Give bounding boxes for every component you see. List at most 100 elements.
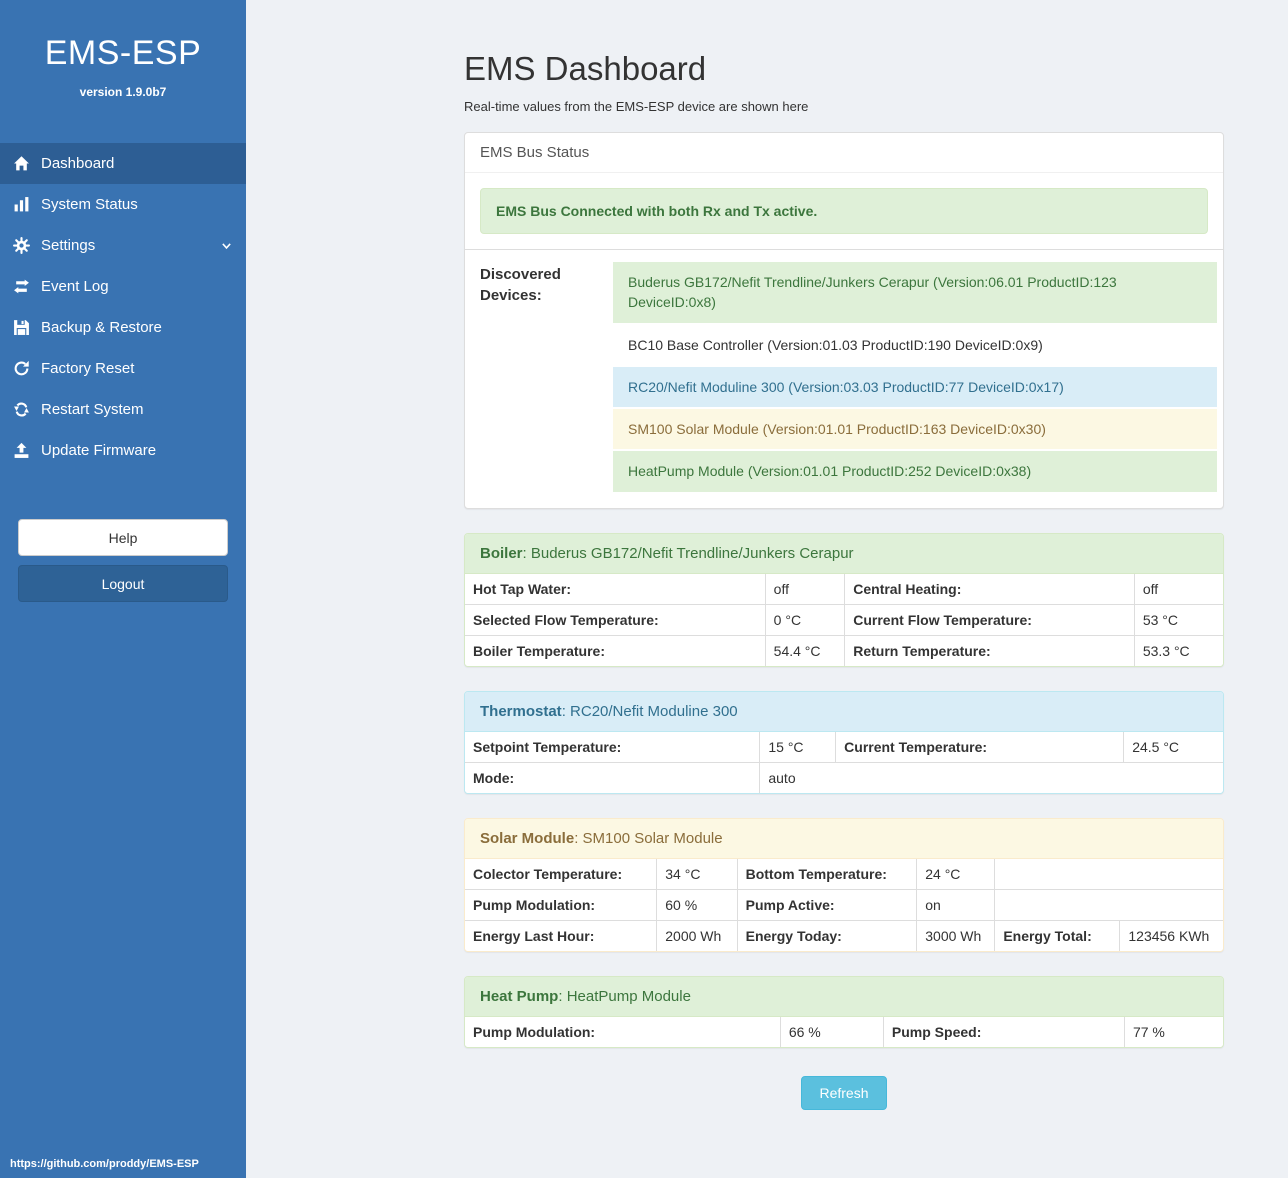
boiler-panel: Boiler: Buderus GB172/Nefit Trendline/Ju… — [464, 532, 1224, 667]
discovered-devices-section: Discovered Devices: Buderus GB172/Nefit … — [465, 249, 1223, 508]
rotate-arrow-icon — [13, 360, 30, 377]
row-value: 53 °C — [1133, 603, 1223, 636]
ems-bus-status-body: EMS Bus Connected with both Rx and Tx ac… — [465, 173, 1223, 249]
home-icon — [13, 155, 30, 172]
sidebar-item-system-status[interactable]: System Status — [0, 184, 246, 225]
row-label: Energy Today: — [736, 919, 918, 951]
chevron-down-icon — [220, 239, 233, 252]
logout-button[interactable]: Logout — [18, 565, 228, 602]
separator: : — [558, 987, 567, 1005]
row-value: 123456 KWh — [1119, 919, 1223, 951]
sidebar-item-factory-reset[interactable]: Factory Reset — [0, 348, 246, 389]
row-value: 0 °C — [764, 603, 846, 636]
table-row: Colector Temperature: 34 °C Bottom Tempe… — [465, 858, 1223, 890]
sidebar-item-label: System Status — [41, 196, 138, 213]
row-value: 34 °C — [656, 858, 738, 890]
row-label: Selected Flow Temperature: — [465, 603, 766, 636]
empty-cell — [994, 858, 1223, 890]
row-value: 77 % — [1123, 1016, 1223, 1047]
row-label: Mode: — [465, 761, 761, 793]
table-row: Selected Flow Temperature: 0 °C Current … — [465, 603, 1223, 636]
sidebar-menu: Dashboard System Status — [0, 143, 246, 471]
table-row: Pump Modulation: 66 % Pump Speed: 77 % — [465, 1016, 1223, 1047]
exchange-arrows-icon — [13, 278, 30, 295]
sidebar-item-label: Restart System — [41, 401, 144, 418]
ems-bus-status-heading: EMS Bus Status — [465, 133, 1223, 173]
solar-device-name: SM100 Solar Module — [582, 829, 723, 847]
sidebar-item-dashboard[interactable]: Dashboard — [0, 143, 246, 184]
table-row: Boiler Temperature: 54.4 °C Return Tempe… — [465, 634, 1223, 666]
github-link[interactable]: https://github.com/proddy/EMS-ESP — [10, 1158, 199, 1170]
table-row: Hot Tap Water: off Central Heating: off — [465, 573, 1223, 605]
row-label: Hot Tap Water: — [465, 573, 766, 605]
thermostat-heading: Thermostat: RC20/Nefit Moduline 300 — [465, 691, 1223, 732]
row-label: Bottom Temperature: — [736, 858, 918, 890]
thermostat-panel: Thermostat: RC20/Nefit Moduline 300 Setp… — [464, 690, 1224, 794]
sidebar-item-label: Dashboard — [41, 155, 115, 172]
discovered-devices-list: Buderus GB172/Nefit Trendline/Junkers Ce… — [613, 262, 1217, 494]
separator: : — [522, 544, 531, 562]
row-value: 2000 Wh — [656, 919, 738, 951]
upload-icon — [13, 442, 30, 459]
row-label: Current Temperature: — [835, 731, 1125, 763]
row-value: on — [916, 888, 996, 921]
row-value: 24.5 °C — [1123, 731, 1223, 763]
row-value: 15 °C — [759, 731, 837, 763]
brand: EMS-ESP version 1.9.0b7 — [0, 0, 246, 99]
sidebar-actions: Help Logout — [0, 519, 246, 602]
row-label: Energy Last Hour: — [465, 919, 658, 951]
device-item-heatpump: HeatPump Module (Version:01.01 ProductID… — [613, 451, 1217, 492]
help-button[interactable]: Help — [18, 519, 228, 556]
row-label: Pump Modulation: — [465, 1016, 781, 1047]
refresh-button[interactable]: Refresh — [801, 1075, 887, 1110]
heat-pump-panel: Heat Pump: HeatPump Module Pump Modulati… — [464, 975, 1224, 1048]
floppy-disk-icon — [13, 319, 30, 336]
boiler-heading: Boiler: Buderus GB172/Nefit Trendline/Ju… — [465, 533, 1223, 574]
sidebar-item-restart-system[interactable]: Restart System — [0, 389, 246, 430]
row-label: Pump Speed: — [882, 1016, 1125, 1047]
thermostat-device-name: RC20/Nefit Moduline 300 — [570, 702, 738, 720]
thermostat-table: Setpoint Temperature: 15 °C Current Temp… — [465, 731, 1223, 793]
bus-status-alert: EMS Bus Connected with both Rx and Tx ac… — [480, 188, 1208, 234]
sidebar-item-label: Settings — [41, 237, 96, 254]
separator: : — [561, 702, 571, 720]
device-item-boiler: Buderus GB172/Nefit Trendline/Junkers Ce… — [613, 262, 1217, 323]
sidebar-item-label: Update Firmware — [41, 442, 157, 459]
sidebar-item-event-log[interactable]: Event Log — [0, 266, 246, 307]
row-label: Return Temperature: — [844, 634, 1135, 666]
app-version: version 1.9.0b7 — [79, 85, 167, 99]
sidebar: EMS-ESP version 1.9.0b7 Dashboard System… — [0, 0, 246, 1178]
row-label: Energy Total: — [994, 919, 1121, 951]
row-value: 66 % — [779, 1016, 884, 1047]
table-row: Setpoint Temperature: 15 °C Current Temp… — [465, 731, 1223, 763]
table-row: Energy Last Hour: 2000 Wh Energy Today: … — [465, 919, 1223, 951]
page-title: EMS Dashboard — [464, 50, 707, 87]
row-value: 24 °C — [916, 858, 996, 890]
row-value: 60 % — [656, 888, 738, 921]
app-title: EMS-ESP — [44, 34, 202, 72]
boiler-title: Boiler — [480, 544, 523, 562]
sidebar-item-settings[interactable]: Settings — [0, 225, 246, 266]
row-value: off — [1133, 573, 1223, 605]
row-value: auto — [759, 761, 1223, 793]
main-content: EMS Dashboard Real-time values from the … — [246, 0, 1288, 1178]
heat-pump-table: Pump Modulation: 66 % Pump Speed: 77 % — [465, 1016, 1223, 1047]
row-label: Current Flow Temperature: — [844, 603, 1135, 636]
heat-pump-device-name: HeatPump Module — [566, 987, 691, 1005]
row-label: Setpoint Temperature: — [465, 731, 761, 763]
sidebar-item-update-firmware[interactable]: Update Firmware — [0, 430, 246, 471]
thermostat-title: Thermostat — [480, 702, 562, 720]
sidebar-item-backup-restore[interactable]: Backup & Restore — [0, 307, 246, 348]
solar-module-heading: Solar Module: SM100 Solar Module — [465, 818, 1223, 859]
row-label: Pump Active: — [736, 888, 918, 921]
sync-arrows-icon — [13, 401, 30, 418]
heat-pump-heading: Heat Pump: HeatPump Module — [465, 976, 1223, 1017]
row-value: 54.4 °C — [764, 634, 846, 666]
sidebar-item-label: Factory Reset — [41, 360, 135, 377]
row-label: Colector Temperature: — [465, 858, 658, 890]
heat-pump-title: Heat Pump — [480, 987, 559, 1005]
device-item-thermostat: RC20/Nefit Moduline 300 (Version:03.03 P… — [613, 366, 1217, 408]
row-value: off — [764, 573, 846, 605]
sidebar-item-label: Backup & Restore — [41, 319, 162, 336]
table-row: Mode: auto — [465, 761, 1223, 793]
